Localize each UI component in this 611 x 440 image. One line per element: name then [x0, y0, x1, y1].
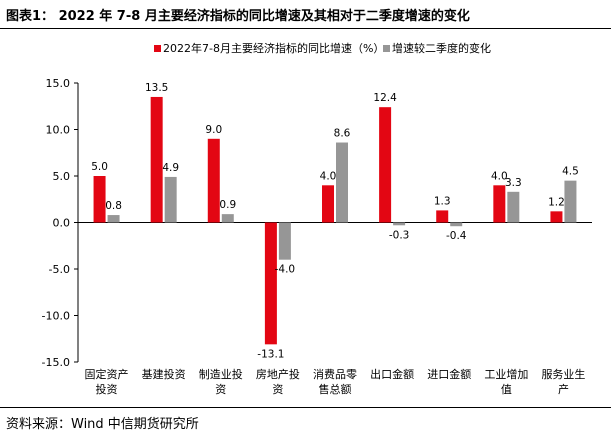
legend-swatch-1 — [154, 45, 161, 52]
category-label-1: 基建投资 — [142, 367, 186, 381]
data-label-series1-1: 13.5 — [145, 82, 168, 94]
data-label-series2-6: -0.4 — [446, 230, 467, 242]
bar-chart: 2022年7-8月主要经济指标的同比增速（%） 增速较二季度的变化 15.0 10.… — [42, 41, 592, 396]
y-tick-label: 0.0 — [53, 217, 71, 230]
y-tick-label: -5.0 — [49, 263, 70, 276]
category-label-0: 固定资产投资 — [85, 367, 129, 396]
bar-series2-1 — [164, 176, 177, 223]
category-label-line: 进口金额 — [427, 367, 471, 381]
bar-series2-2 — [221, 214, 234, 223]
category-label-6: 进口金额 — [427, 367, 471, 381]
bars — [93, 96, 577, 345]
category-label-line: 出口金额 — [370, 367, 414, 381]
y-tick-label: 15.0 — [46, 77, 71, 90]
category-label-line: 资 — [272, 383, 283, 396]
data-label-series1-8: 1.2 — [548, 196, 565, 208]
legend: 2022年7-8月主要经济指标的同比增速（%） 增速较二季度的变化 — [154, 41, 491, 55]
data-label-series2-0: 0.8 — [105, 200, 122, 212]
data-label-series2-8: 4.5 — [562, 166, 579, 178]
y-tick-label: -10.0 — [42, 310, 70, 323]
bar-series2-6 — [450, 222, 463, 227]
category-label-line: 固定资产 — [85, 367, 129, 381]
y-tick-label: 10.0 — [46, 124, 71, 137]
bar-series2-7 — [507, 191, 520, 223]
bar-series1-0 — [93, 176, 106, 223]
y-tick-label: 5.0 — [53, 170, 71, 183]
bar-series1-4 — [322, 185, 334, 223]
bar-series2-0 — [107, 215, 120, 223]
y-axis: 15.0 10.0 5.0 0.0 -5.0 -10.0 -15.0 — [42, 77, 592, 369]
bar-series1-3 — [264, 222, 277, 345]
legend-label-2: 增速较二季度的变化 — [392, 41, 491, 55]
data-labels: 5.0 0.8 13.5 4.9 9.0 0.9 -13.1 -4.0 4.0 8.6 12.4 -0… — [91, 82, 579, 360]
category-label-3: 房地产投资 — [256, 367, 300, 396]
data-label-series2-2: 0.9 — [219, 199, 236, 211]
bar-series1-7 — [493, 185, 506, 223]
bar-series2-8 — [564, 180, 577, 223]
source-note: 资料来源：Wind 中信期货研究所 — [6, 417, 199, 432]
data-label-series2-5: -0.3 — [389, 229, 410, 241]
bar-series2-3 — [278, 222, 291, 260]
category-label-line: 工业增加 — [484, 367, 528, 381]
data-label-series2-3: -4.0 — [275, 264, 296, 276]
bar-series2-5 — [393, 222, 406, 226]
source-divider — [0, 407, 611, 408]
data-label-series1-3: -13.1 — [257, 348, 284, 360]
category-label-line: 基建投资 — [142, 367, 186, 381]
category-label-line: 资 — [215, 383, 226, 396]
category-label-line: 投资 — [96, 382, 118, 396]
category-label-line: 值 — [501, 383, 512, 396]
bar-series1-6 — [436, 210, 449, 223]
category-label-line: 产 — [558, 382, 569, 396]
category-label-line: 售总额 — [319, 382, 352, 396]
category-label-line: 房地产投 — [256, 367, 300, 381]
y-tick-label: -15.0 — [42, 356, 70, 369]
data-label-series1-6: 1.3 — [434, 195, 451, 207]
category-label-2: 制造业投资 — [199, 367, 243, 396]
bar-series1-1 — [150, 96, 163, 223]
category-label-line: 服务业生 — [541, 367, 585, 381]
legend-label-1: 2022年7-8月主要经济指标的同比增速（%） — [163, 41, 384, 55]
bar-series1-8 — [550, 211, 563, 223]
data-label-series1-0: 5.0 — [91, 161, 108, 173]
data-label-series1-4: 4.0 — [320, 170, 337, 182]
bar-series2-4 — [336, 142, 348, 223]
data-label-series1-7: 4.0 — [491, 170, 508, 182]
bar-series1-5 — [379, 107, 392, 223]
title-divider — [0, 28, 611, 29]
data-label-series2-4: 8.6 — [334, 128, 351, 140]
category-label-8: 服务业生产 — [541, 367, 585, 396]
data-label-series1-5: 12.4 — [373, 92, 397, 104]
data-label-series2-1: 4.9 — [162, 162, 179, 174]
data-label-series2-7: 3.3 — [505, 177, 522, 189]
category-label-line: 制造业投 — [199, 367, 243, 381]
chart-title: 图表1： 2022 年 7-8 月主要经济指标的同比增速及其相对于二季度增速的变… — [6, 9, 470, 24]
category-label-line: 消费品零 — [313, 367, 357, 381]
data-label-series1-2: 9.0 — [205, 124, 222, 136]
category-label-4: 消费品零售总额 — [313, 367, 357, 396]
bar-series1-2 — [207, 138, 220, 223]
category-label-5: 出口金额 — [370, 367, 414, 381]
category-label-7: 工业增加值 — [484, 367, 528, 396]
legend-swatch-2 — [383, 45, 390, 52]
